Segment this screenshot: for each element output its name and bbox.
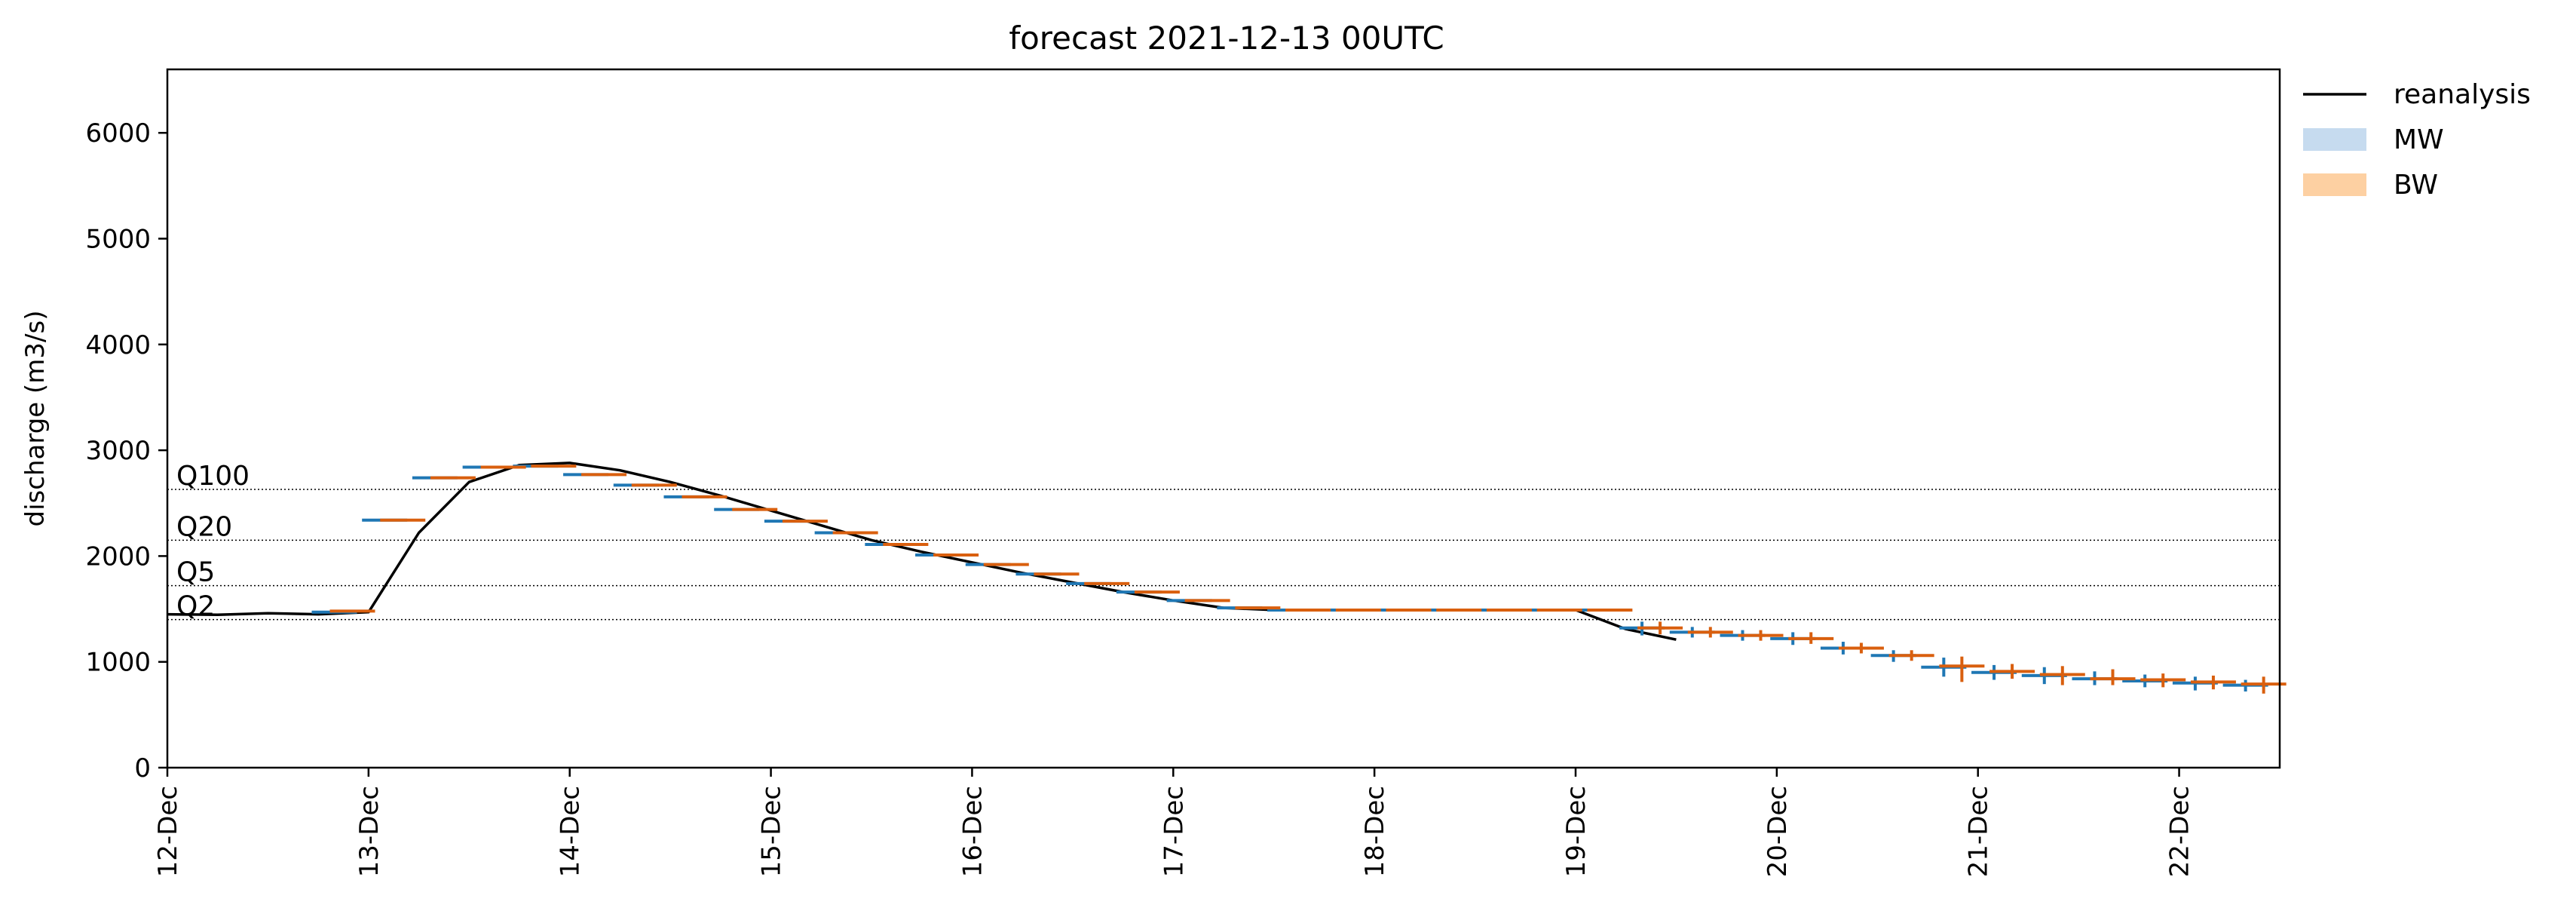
y-axis-title: discharge (m3/s)	[20, 311, 51, 527]
y-tick-label: 5000	[85, 224, 151, 254]
threshold-label: Q2	[176, 591, 215, 622]
x-tick-label: 19-Dec	[1561, 786, 1591, 877]
bw-marker	[1939, 656, 1985, 682]
bw-marker	[1738, 630, 1784, 641]
x-tick-label: 20-Dec	[1763, 786, 1793, 877]
bw-marker	[1687, 627, 1733, 638]
y-axis: 0 1000 2000 3000 4000 5000 6000	[85, 118, 167, 783]
bw-marker	[2039, 666, 2085, 685]
bw-marker	[2090, 669, 2136, 685]
x-tick-label: 13-Dec	[354, 786, 384, 877]
y-tick-label: 4000	[85, 330, 151, 360]
y-tick-label: 0	[134, 753, 151, 783]
bw-marker	[2241, 676, 2287, 694]
y-tick-label: 3000	[85, 436, 151, 466]
legend-patch-swatch	[2303, 173, 2366, 196]
legend-patch-swatch	[2303, 128, 2366, 151]
legend-label: reanalysis	[2394, 79, 2531, 110]
legend: reanalysis MW BW	[2303, 79, 2531, 201]
bw-marker	[1888, 650, 1934, 661]
plot-frame	[166, 68, 2281, 769]
x-axis: 12-Dec 13-Dec 14-Dec 15-Dec 16-Dec 17-Dec 18-D…	[153, 768, 2195, 877]
threshold-label: Q20	[176, 511, 232, 542]
y-tick-label: 6000	[85, 118, 151, 149]
bw-marker	[1788, 632, 1834, 644]
legend-label: MW	[2394, 124, 2444, 155]
bw-marker	[2190, 675, 2236, 690]
x-tick-label: 21-Dec	[1964, 786, 1994, 877]
bw-marker	[1838, 642, 1884, 654]
legend-label: BW	[2394, 170, 2438, 201]
x-tick-label: 16-Dec	[957, 786, 988, 877]
x-tick-label: 17-Dec	[1159, 786, 1189, 877]
threshold-label: Q100	[176, 461, 250, 492]
threshold-label: Q5	[176, 557, 215, 588]
y-tick-label: 1000	[85, 648, 151, 678]
bw-marker	[2140, 673, 2186, 688]
bw-marker	[1637, 621, 1683, 635]
y-tick-label: 2000	[85, 541, 151, 572]
x-tick-label: 14-Dec	[556, 786, 586, 877]
chart-title: forecast 2021-12-13 00UTC	[1009, 20, 1444, 57]
x-tick-label: 15-Dec	[757, 786, 787, 877]
bw-forecast-layer	[329, 465, 2287, 694]
x-tick-label: 18-Dec	[1360, 786, 1390, 877]
x-tick-label: 22-Dec	[2165, 786, 2195, 877]
x-tick-label: 12-Dec	[153, 786, 183, 877]
mw-forecast-layer	[311, 465, 2268, 691]
bw-marker	[1989, 664, 2035, 679]
